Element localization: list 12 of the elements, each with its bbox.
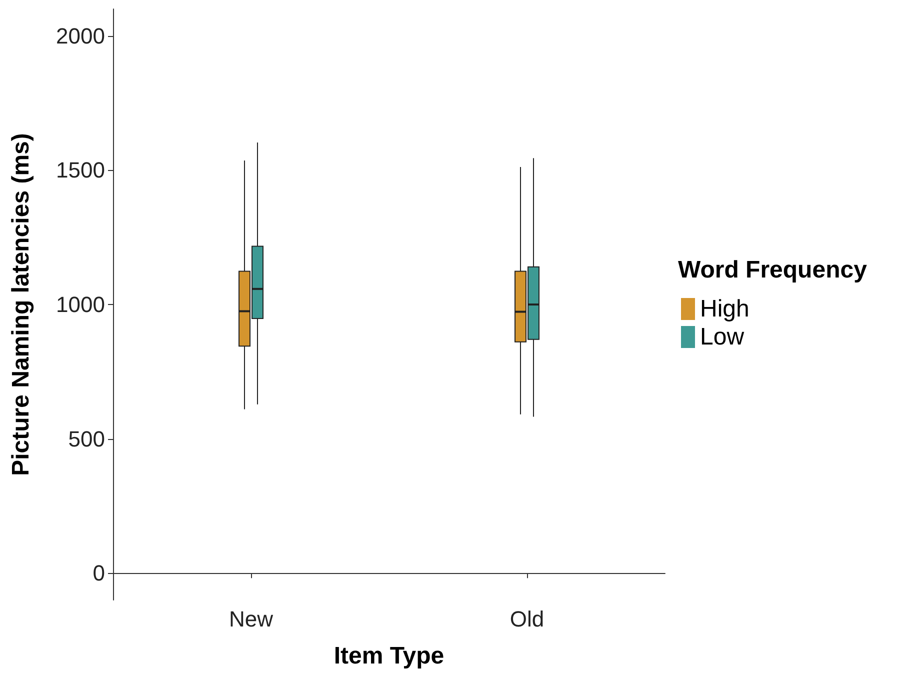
legend-label: High (700, 296, 750, 322)
y-tick-label: 1500 (56, 158, 105, 183)
legend-label: Low (700, 324, 745, 350)
y-tick-label: 0 (92, 560, 105, 586)
x-axis-title: Item Type (334, 642, 444, 670)
y-tick-label: 500 (68, 426, 105, 452)
x-tick-label: Old (510, 606, 544, 632)
y-tick-label: 2000 (56, 23, 105, 48)
y-axis-title: Picture Naming latencies (ms) (8, 133, 34, 476)
x-tick-label: New (228, 606, 274, 632)
y-tick-label: 1000 (56, 292, 105, 317)
legend-title: Word Frequency (678, 256, 868, 284)
